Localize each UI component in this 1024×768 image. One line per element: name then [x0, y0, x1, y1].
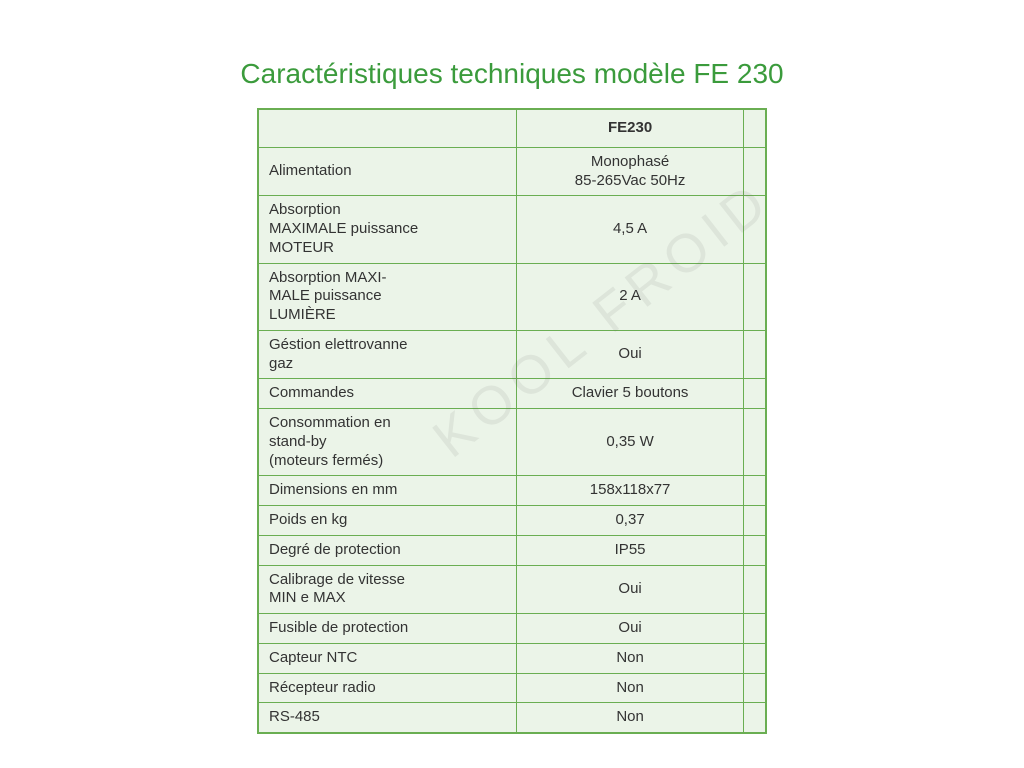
row-stub	[744, 673, 766, 703]
header-stub	[744, 109, 766, 147]
table-row: Calibrage de vitesseMIN e MAXOui	[258, 565, 766, 614]
page-title: Caractéristiques techniques modèle FE 23…	[0, 0, 1024, 108]
row-stub	[744, 147, 766, 196]
row-stub	[744, 379, 766, 409]
table-row: Absorption MAXI-MALE puissanceLUMIÈRE2 A	[258, 263, 766, 330]
row-stub	[744, 506, 766, 536]
spec-label: Degré de protection	[258, 535, 516, 565]
row-stub	[744, 476, 766, 506]
spec-label: Commandes	[258, 379, 516, 409]
spec-value: 2 A	[516, 263, 743, 330]
row-stub	[744, 643, 766, 673]
header-empty	[258, 109, 516, 147]
spec-label: Absorption MAXI-MALE puissanceLUMIÈRE	[258, 263, 516, 330]
row-stub	[744, 330, 766, 379]
table-row: Poids en kg0,37	[258, 506, 766, 536]
spec-label: Consommation enstand-by(moteurs fermés)	[258, 409, 516, 476]
table-body: AlimentationMonophasé85-265Vac 50HzAbsor…	[258, 147, 766, 733]
table-row: Géstion elettrovannegazOui	[258, 330, 766, 379]
row-stub	[744, 565, 766, 614]
spec-label: RS-485	[258, 703, 516, 733]
table-row: Degré de protectionIP55	[258, 535, 766, 565]
spec-label: Dimensions en mm	[258, 476, 516, 506]
spec-label: Poids en kg	[258, 506, 516, 536]
spec-table: FE230 AlimentationMonophasé85-265Vac 50H…	[257, 108, 767, 734]
spec-value: IP55	[516, 535, 743, 565]
table-row: AlimentationMonophasé85-265Vac 50Hz	[258, 147, 766, 196]
row-stub	[744, 196, 766, 263]
table-row: CommandesClavier 5 boutons	[258, 379, 766, 409]
table-row: RS-485Non	[258, 703, 766, 733]
table-row: Capteur NTCNon	[258, 643, 766, 673]
spec-label: Géstion elettrovannegaz	[258, 330, 516, 379]
spec-label: Capteur NTC	[258, 643, 516, 673]
table-row: Récepteur radioNon	[258, 673, 766, 703]
spec-value: Non	[516, 643, 743, 673]
spec-value: Oui	[516, 565, 743, 614]
spec-table-container: KOOL FROID FE230 AlimentationMonophasé85…	[257, 108, 767, 734]
row-stub	[744, 409, 766, 476]
spec-value: Clavier 5 boutons	[516, 379, 743, 409]
table-row: Fusible de protectionOui	[258, 614, 766, 644]
spec-value: 0,35 W	[516, 409, 743, 476]
spec-value: Oui	[516, 330, 743, 379]
spec-value: Monophasé85-265Vac 50Hz	[516, 147, 743, 196]
table-row: Consommation enstand-by(moteurs fermés)0…	[258, 409, 766, 476]
table-row: AbsorptionMAXIMALE puissanceMOTEUR4,5 A	[258, 196, 766, 263]
spec-value: 4,5 A	[516, 196, 743, 263]
spec-value: Non	[516, 703, 743, 733]
row-stub	[744, 703, 766, 733]
spec-value: 158x118x77	[516, 476, 743, 506]
spec-label: Alimentation	[258, 147, 516, 196]
spec-value: 0,37	[516, 506, 743, 536]
row-stub	[744, 535, 766, 565]
table-row: Dimensions en mm158x118x77	[258, 476, 766, 506]
spec-label: AbsorptionMAXIMALE puissanceMOTEUR	[258, 196, 516, 263]
header-model: FE230	[516, 109, 743, 147]
spec-label: Récepteur radio	[258, 673, 516, 703]
row-stub	[744, 614, 766, 644]
spec-label: Fusible de protection	[258, 614, 516, 644]
row-stub	[744, 263, 766, 330]
spec-value: Oui	[516, 614, 743, 644]
table-header-row: FE230	[258, 109, 766, 147]
spec-value: Non	[516, 673, 743, 703]
spec-label: Calibrage de vitesseMIN e MAX	[258, 565, 516, 614]
